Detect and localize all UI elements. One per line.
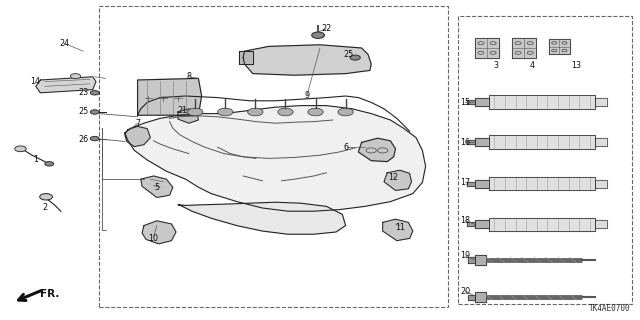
Polygon shape	[475, 38, 499, 58]
Polygon shape	[243, 45, 371, 75]
Polygon shape	[239, 51, 253, 64]
Polygon shape	[489, 95, 595, 109]
Circle shape	[90, 136, 99, 141]
Polygon shape	[467, 182, 475, 186]
Polygon shape	[467, 222, 475, 226]
Polygon shape	[468, 294, 475, 300]
Polygon shape	[475, 98, 489, 106]
Polygon shape	[595, 180, 607, 188]
Circle shape	[278, 108, 293, 116]
Polygon shape	[383, 219, 413, 241]
Text: 10: 10	[148, 234, 159, 243]
Text: 4: 4	[530, 61, 535, 70]
Polygon shape	[358, 138, 396, 162]
Polygon shape	[475, 292, 486, 302]
Text: 14: 14	[30, 77, 40, 86]
Text: 25: 25	[78, 108, 88, 116]
Text: 12: 12	[388, 173, 399, 182]
Polygon shape	[595, 138, 607, 146]
Text: 13: 13	[571, 61, 581, 70]
Text: 7: 7	[135, 119, 140, 128]
Text: 24: 24	[59, 39, 69, 48]
Circle shape	[40, 194, 52, 200]
Circle shape	[338, 108, 353, 116]
Text: 20: 20	[460, 287, 470, 296]
Circle shape	[188, 108, 203, 116]
Polygon shape	[178, 202, 346, 234]
Polygon shape	[512, 38, 536, 58]
Polygon shape	[489, 135, 595, 149]
Polygon shape	[475, 255, 486, 265]
Text: 23: 23	[78, 88, 88, 97]
Polygon shape	[384, 170, 412, 190]
Circle shape	[90, 91, 99, 95]
Circle shape	[312, 32, 324, 38]
Circle shape	[308, 108, 323, 116]
Polygon shape	[475, 220, 489, 228]
Polygon shape	[468, 257, 475, 263]
Circle shape	[70, 74, 81, 79]
Polygon shape	[36, 77, 96, 93]
Text: 17: 17	[460, 178, 470, 187]
Circle shape	[15, 146, 26, 152]
Circle shape	[218, 108, 233, 116]
Polygon shape	[595, 220, 607, 228]
Text: 15: 15	[460, 98, 470, 107]
Text: 19: 19	[460, 252, 470, 260]
Polygon shape	[138, 78, 202, 115]
Text: 2: 2	[42, 204, 47, 212]
Polygon shape	[475, 138, 489, 146]
Polygon shape	[125, 126, 150, 147]
Polygon shape	[489, 177, 595, 190]
Text: 3: 3	[493, 61, 499, 70]
Text: TK4AE0700: TK4AE0700	[589, 304, 630, 313]
Polygon shape	[467, 100, 475, 104]
Text: 18: 18	[460, 216, 470, 225]
Polygon shape	[142, 221, 176, 244]
Polygon shape	[141, 176, 173, 197]
Polygon shape	[549, 39, 570, 54]
Circle shape	[350, 55, 360, 60]
Text: 11: 11	[395, 223, 405, 232]
Polygon shape	[475, 180, 489, 188]
Text: 9: 9	[305, 92, 310, 100]
Polygon shape	[489, 218, 595, 231]
Polygon shape	[467, 140, 475, 144]
Circle shape	[90, 110, 99, 114]
Polygon shape	[125, 106, 426, 211]
Circle shape	[248, 108, 263, 116]
Text: FR.: FR.	[40, 289, 60, 299]
Text: 16: 16	[460, 138, 470, 147]
Circle shape	[45, 162, 54, 166]
Text: 22: 22	[321, 24, 332, 33]
Text: 21: 21	[177, 106, 188, 115]
Polygon shape	[178, 109, 198, 123]
Polygon shape	[595, 98, 607, 106]
Text: 8: 8	[186, 72, 191, 81]
Text: 6: 6	[343, 143, 348, 152]
Text: 26: 26	[78, 135, 88, 144]
Text: 1: 1	[33, 156, 38, 164]
Text: 25: 25	[344, 50, 354, 59]
Bar	[458, 16, 632, 304]
Text: 5: 5	[154, 183, 159, 192]
Bar	[99, 6, 448, 307]
